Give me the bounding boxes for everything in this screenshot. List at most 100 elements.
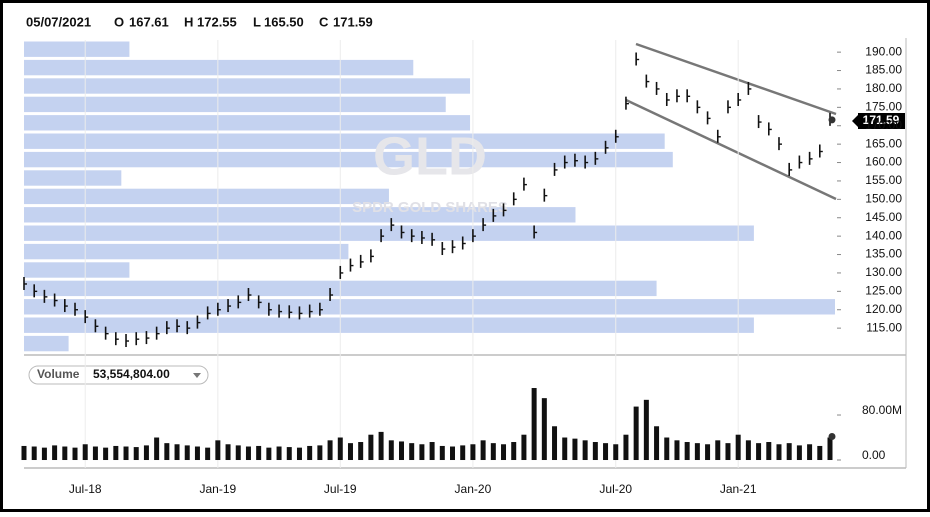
volume-bar [378, 431, 384, 461]
volume-bar [674, 440, 680, 461]
volume-bar [796, 445, 802, 461]
volume-profile-bar [24, 151, 673, 168]
volume-bar [388, 440, 394, 461]
volume-bar [215, 440, 221, 461]
label: C [319, 14, 329, 29]
x-tick-label: Jan-20 [455, 482, 492, 496]
volume-bar [521, 434, 527, 461]
volume-bar [245, 446, 251, 461]
volume-bar [62, 446, 68, 461]
volume-bar [643, 399, 649, 461]
volume-bar [41, 447, 47, 461]
volume-bar [225, 444, 231, 461]
volume-bar [72, 447, 78, 461]
y-tick-label: 130.00 [865, 265, 902, 279]
volume-bar [337, 437, 343, 461]
volume-bar [419, 444, 425, 461]
volume-profile [24, 41, 835, 352]
dropdown-arrow [193, 373, 201, 378]
volume-bar [286, 447, 292, 461]
volume-label: Volume [37, 367, 80, 381]
volume-bar [725, 443, 731, 461]
y-tick-label: 165.00 [865, 136, 902, 150]
volume-bar [164, 443, 170, 461]
volume-bar [735, 434, 741, 461]
volume-bar [21, 445, 27, 461]
x-tick-label: Jan-21 [720, 482, 757, 496]
volume-profile-bar [24, 133, 665, 149]
volume-bar [327, 440, 333, 461]
volume-profile-bar [24, 41, 130, 57]
volume-bar [664, 437, 670, 461]
volume-bar [776, 444, 782, 461]
volume-bar [154, 437, 160, 461]
volume-bar [358, 442, 364, 461]
volume-bar [633, 406, 639, 461]
y2-tick-label: 80.00M [862, 403, 902, 417]
volume-bar [745, 440, 751, 461]
y-tick-label: 180.00 [865, 81, 902, 95]
volume-bar [572, 438, 578, 461]
volume-bar [347, 443, 353, 461]
last-point [828, 433, 836, 441]
y-tick-label: 175.00 [865, 100, 902, 114]
volume-badge[interactable] [28, 365, 209, 385]
volume-bar [296, 447, 302, 461]
volume-bar [786, 443, 792, 461]
volume-bar [592, 442, 598, 461]
volume-profile-bar [24, 207, 576, 223]
y-tick-label: 150.00 [865, 192, 902, 206]
last-point [828, 116, 836, 124]
volume-bar [429, 442, 435, 461]
volume-bar [807, 444, 813, 461]
volume-bar [235, 445, 241, 461]
volume-bar [256, 445, 262, 461]
volume-bar [92, 446, 98, 461]
volume-bar [133, 447, 139, 461]
volume-bar [552, 426, 558, 461]
volume-bar [715, 440, 721, 461]
label: L [253, 14, 261, 29]
volume-profile-bar [24, 225, 754, 241]
value: 171.59 [333, 14, 373, 29]
volume-bar [541, 398, 547, 461]
volume-bar [511, 442, 517, 461]
trend-line [635, 42, 837, 116]
y-tick-label: 160.00 [865, 155, 902, 169]
volume-profile-bar [24, 188, 389, 205]
volume-bar [82, 444, 88, 461]
y-tick-label: 135.00 [865, 247, 902, 261]
y-tick-label: 185.00 [865, 63, 902, 77]
volume-bar [817, 445, 823, 461]
volume-bar [501, 444, 507, 461]
volume-bar [490, 443, 496, 461]
value: 165.50 [264, 14, 304, 29]
volume-bar [31, 446, 37, 461]
volume-profile-bar [24, 262, 130, 278]
volume-bar [205, 447, 211, 461]
volume-bar [52, 445, 58, 461]
y2-tick-label: 0.00 [862, 448, 886, 462]
volume-bar [450, 446, 456, 461]
last-price-tag [858, 113, 905, 129]
label: O [114, 14, 124, 29]
x-tick-label: Jan-19 [199, 482, 236, 496]
volume-bar [184, 445, 190, 461]
volume-bar [317, 445, 323, 461]
volume-bar [480, 440, 486, 461]
y-tick-label: 145.00 [865, 210, 902, 224]
volume-profile-bar [24, 59, 414, 76]
y-tick-label: 120.00 [865, 302, 902, 316]
volume-bar [307, 445, 313, 461]
volume-bar [827, 437, 833, 461]
volume-bar [684, 442, 690, 461]
volume-profile-bar [24, 78, 471, 94]
y-tick-label: 155.00 [865, 173, 902, 187]
volume-bar [143, 445, 149, 461]
volume-bar [623, 434, 629, 461]
volume-bar [705, 444, 711, 461]
y-tick-label: 115.00 [866, 320, 902, 334]
volume-bar [654, 426, 660, 461]
watermark-name: SPDR GOLD SHARES [352, 199, 508, 216]
volume-bar [694, 443, 700, 461]
